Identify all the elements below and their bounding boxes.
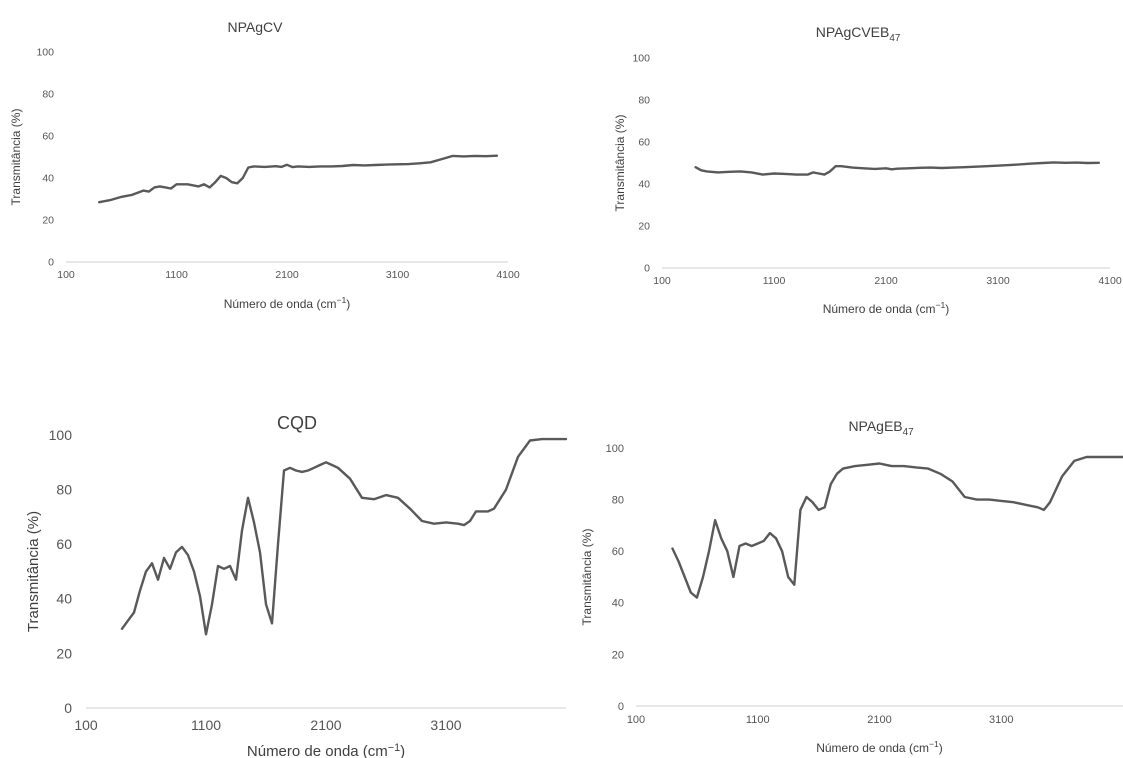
y-tick-label: 80 <box>56 482 72 498</box>
x-axis-title: Número de onda (cm−1) <box>816 739 943 755</box>
series-line <box>694 161 1101 176</box>
y-tick-label: 20 <box>42 215 54 227</box>
y-tick-label: 0 <box>64 700 72 716</box>
chart-3: CQD 0 20 40 60 80 100 100 1100 2100 3100 Número de … <box>25 413 568 758</box>
y-tick-label: 100 <box>632 53 650 65</box>
series-line <box>120 437 568 636</box>
y-tick-label: 40 <box>638 179 650 191</box>
x-tick-label: 1100 <box>165 269 188 281</box>
y-axis-title: Transmitância (%) <box>580 529 594 626</box>
x-tick-label: 1100 <box>191 717 221 733</box>
chart-2: NPAgCVEB47 0 20 40 60 80 100 100 1100 2100 3100 410… <box>613 24 1122 316</box>
chart-4: NPAgEB47 0 20 40 60 80 100 100 1100 2100 3100 Númer… <box>580 418 1123 755</box>
y-tick-label: 40 <box>612 598 624 610</box>
chart-title: NPAgCVEB47 <box>816 24 901 44</box>
y-tick-label: 100 <box>606 443 624 455</box>
x-tick-label: 3100 <box>386 269 410 281</box>
x-axis-title: Número de onda (cm−1) <box>247 742 405 758</box>
x-tick-label: 3100 <box>986 275 1010 287</box>
y-tick-label: 60 <box>612 546 624 558</box>
y-tick-label: 60 <box>42 131 54 143</box>
chart-title: CQD <box>277 413 317 433</box>
y-tick-label: 20 <box>638 221 650 233</box>
x-tick-label: 3100 <box>989 714 1013 726</box>
x-tick-label: 100 <box>57 269 75 281</box>
y-tick-label: 100 <box>49 427 73 443</box>
y-tick-label: 80 <box>42 89 54 101</box>
chart-title: NPAgEB47 <box>848 418 913 438</box>
y-tick-label: 100 <box>36 47 54 59</box>
y-tick-label: 20 <box>56 645 72 661</box>
x-tick-label: 1100 <box>763 275 786 287</box>
series-line <box>671 455 1123 599</box>
chart-1: NPAgCV 0 20 40 60 80 100 100 1100 2100 3100 4100 Núm… <box>9 19 520 311</box>
y-axis-title: Transmitância (%) <box>25 511 42 632</box>
y-tick-label: 80 <box>612 494 624 506</box>
y-tick-label: 0 <box>644 263 650 275</box>
x-axis-title: Número de onda (cm−1) <box>823 300 950 316</box>
series-line <box>97 154 499 204</box>
x-tick-label: 3100 <box>430 717 461 733</box>
y-tick-label: 0 <box>48 257 54 269</box>
y-tick-label: 40 <box>56 591 72 607</box>
x-tick-label: 100 <box>653 275 671 287</box>
x-tick-label: 2100 <box>310 717 341 733</box>
y-tick-label: 80 <box>638 95 650 107</box>
y-tick-label: 60 <box>56 536 72 552</box>
x-tick-label: 1100 <box>746 714 770 726</box>
x-tick-label: 2100 <box>275 269 299 281</box>
x-tick-label: 100 <box>74 717 98 733</box>
y-tick-label: 0 <box>618 701 624 713</box>
x-tick-label: 2100 <box>874 275 898 287</box>
x-tick-label: 4100 <box>1098 275 1122 287</box>
x-tick-label: 2100 <box>867 714 891 726</box>
y-axis-title: Transmitância (%) <box>9 109 23 206</box>
x-axis-title: Número de onda (cm−1) <box>224 295 351 311</box>
y-tick-label: 20 <box>612 649 624 661</box>
y-tick-label: 60 <box>638 137 650 149</box>
y-tick-label: 40 <box>42 173 54 185</box>
chart-title: NPAgCV <box>228 19 284 35</box>
x-tick-label: 4100 <box>496 269 520 281</box>
x-tick-label: 100 <box>627 714 645 726</box>
y-axis-title: Transmitância (%) <box>613 115 627 212</box>
